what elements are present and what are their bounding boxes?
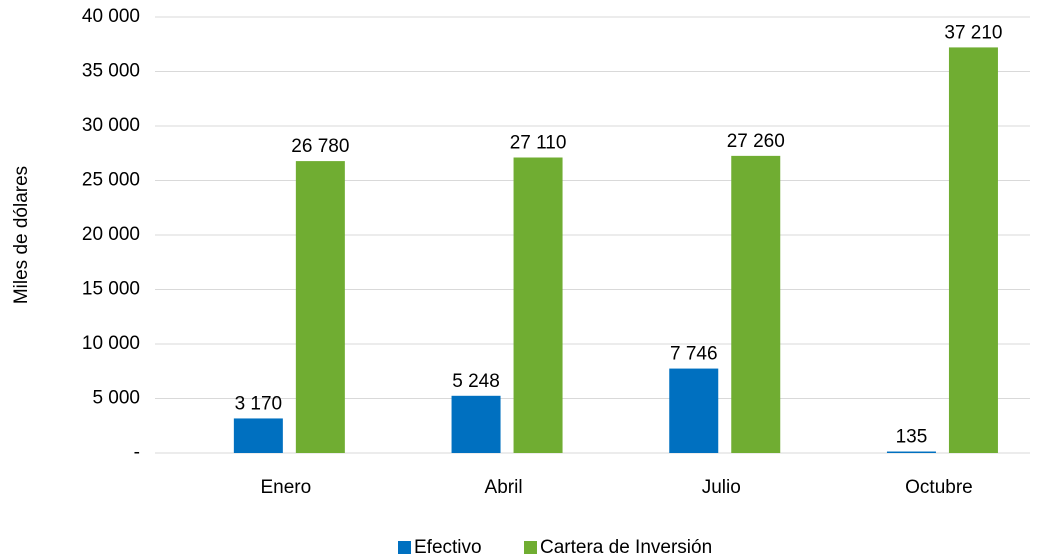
data-label: 135 <box>896 427 928 448</box>
data-label: 37 210 <box>944 22 1002 43</box>
y-tick-label: 20 000 <box>82 224 140 245</box>
x-tick-label: Abril <box>485 477 523 498</box>
bar <box>886 451 936 453</box>
y-tick-label: 5 000 <box>92 388 140 409</box>
y-tick-label: 40 000 <box>82 6 140 27</box>
y-tick-label: 25 000 <box>82 170 140 191</box>
y-tick-label: 30 000 <box>82 115 140 136</box>
bar <box>233 418 283 453</box>
data-label: 27 110 <box>510 133 567 154</box>
x-tick-label: Octubre <box>905 477 973 498</box>
bar <box>948 47 998 453</box>
legend-label: Cartera de Inversión <box>540 537 712 558</box>
legend-swatch <box>398 541 411 554</box>
legend-swatch <box>524 541 537 554</box>
data-label: 7 746 <box>670 344 718 365</box>
bar <box>513 157 563 453</box>
bar <box>451 395 501 453</box>
y-axis-label: Miles de dólares <box>11 166 32 304</box>
legend-label: Efectivo <box>414 537 482 558</box>
data-label: 27 260 <box>727 131 785 152</box>
y-tick-label: 35 000 <box>82 61 140 82</box>
bar <box>731 155 781 453</box>
data-label: 3 170 <box>235 393 283 414</box>
bar <box>669 368 719 453</box>
x-tick-label: Julio <box>702 477 741 498</box>
data-label: 5 248 <box>452 371 500 392</box>
data-label: 26 780 <box>291 136 349 157</box>
x-tick-label: Enero <box>260 477 311 498</box>
bar <box>295 161 345 453</box>
y-tick-label: 10 000 <box>82 333 140 354</box>
y-tick-label: 15 000 <box>82 279 140 300</box>
y-tick-label: - <box>134 442 140 463</box>
